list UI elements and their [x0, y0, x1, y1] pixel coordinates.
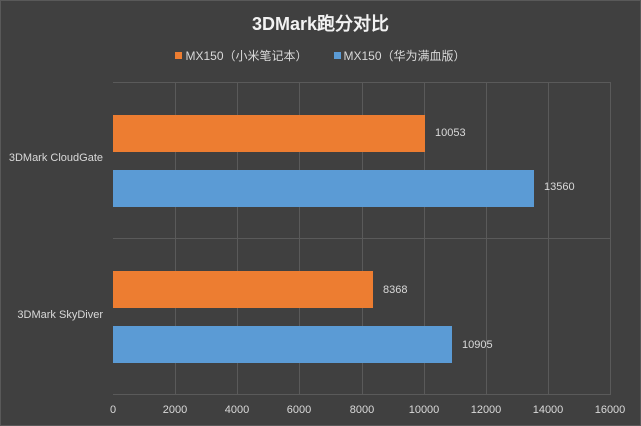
legend-item-xiaomi: MX150（小米笔记本）: [175, 47, 308, 64]
chart-title: 3DMark跑分对比: [251, 14, 390, 34]
plot-area: 10053 13560 8368 10905: [113, 82, 611, 395]
category-label: 3DMark SkyDiver: [17, 309, 103, 321]
legend-item-huawei: MX150（华为满血版）: [333, 47, 466, 64]
data-label: 10053: [435, 127, 466, 139]
x-tick: 2000: [162, 404, 188, 416]
x-tick: 4000: [224, 404, 250, 416]
legend-swatch-orange-icon: [175, 52, 183, 59]
x-tick: 12000: [470, 404, 502, 416]
bar-skydiver-huawei: [113, 326, 452, 363]
x-tick: 8000: [349, 404, 375, 416]
x-tick: 14000: [532, 404, 564, 416]
legend-label: MX150（小米笔记本）: [185, 49, 308, 63]
bar-skydiver-xiaomi: [113, 271, 373, 308]
data-label: 10905: [462, 339, 493, 351]
bar-cloudgate-huawei: [113, 170, 534, 207]
data-label: 8368: [383, 284, 408, 296]
x-tick: 6000: [286, 404, 312, 416]
x-tick: 0: [109, 404, 117, 416]
x-tick: 10000: [408, 404, 440, 416]
data-label: 13560: [544, 181, 575, 193]
x-tick: 16000: [594, 404, 626, 416]
legend: MX150（小米笔记本） MX150（华为满血版）: [0, 47, 641, 64]
category-divider: [113, 238, 610, 239]
bar-cloudgate-xiaomi: [113, 115, 425, 152]
legend-label: MX150（华为满血版）: [343, 49, 466, 63]
category-label: 3DMark CloudGate: [8, 152, 103, 164]
legend-swatch-blue-icon: [333, 52, 341, 59]
